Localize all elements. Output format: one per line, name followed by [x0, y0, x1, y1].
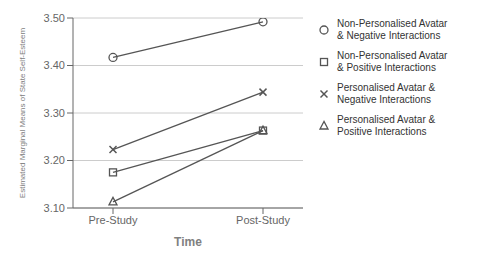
svg-text:3.50: 3.50	[44, 12, 65, 24]
html-text:Non-Personalised Avatar & Posi: Non-Personalised Avatar & Positive Inter…	[337, 50, 448, 73]
svg-text:3.10: 3.10	[44, 202, 65, 214]
html-text:Non-Personalised Avatar & Nega: Non-Personalised Avatar & Negative Inter…	[337, 18, 448, 41]
svg-text:Estimated Marginal Means of St: Estimated Marginal Means of State Self-E…	[18, 28, 27, 199]
svg-text:3.30: 3.30	[44, 107, 65, 119]
svg-text:Post-Study: Post-Study	[236, 214, 290, 226]
svg-text:Time: Time	[174, 235, 202, 249]
svg-text:Pre-Study: Pre-Study	[89, 214, 138, 226]
html-text:Personalised Avatar & Positive: Personalised Avatar & Positive Interacti…	[337, 114, 436, 137]
html-text:Personalised Avatar & Negative: Personalised Avatar & Negative Interacti…	[337, 82, 436, 105]
svg-text:3.40: 3.40	[44, 59, 65, 71]
svg-text:3.20: 3.20	[44, 154, 65, 166]
